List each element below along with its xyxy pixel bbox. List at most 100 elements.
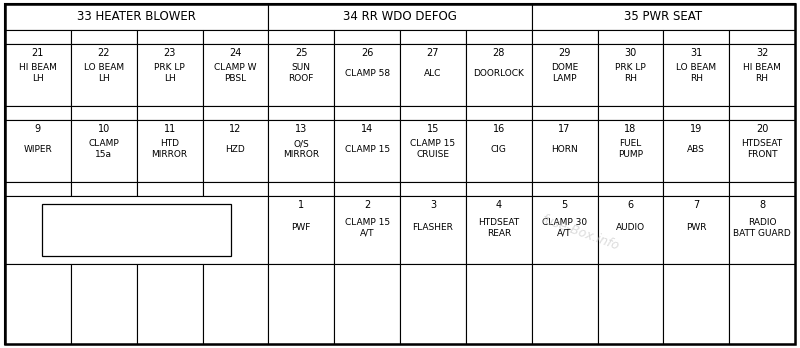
Bar	[598, 264, 663, 344]
Bar	[334, 44, 400, 106]
Bar	[268, 44, 334, 106]
Text: HTDSEAT
REAR: HTDSEAT REAR	[478, 218, 519, 238]
Bar	[466, 196, 532, 264]
Text: HTDSEAT
FRONT: HTDSEAT FRONT	[742, 139, 782, 159]
Text: 16: 16	[493, 124, 505, 134]
Bar	[400, 120, 466, 182]
Bar	[598, 120, 663, 182]
Text: PWR: PWR	[686, 223, 706, 232]
Bar	[729, 182, 795, 196]
Text: ABS: ABS	[687, 144, 705, 153]
Text: CLAMP 30
A/T: CLAMP 30 A/T	[542, 218, 587, 238]
Text: RADIO
BATT GUARD: RADIO BATT GUARD	[734, 218, 791, 238]
Text: 9: 9	[35, 124, 41, 134]
Text: CLAMP W
PBSL: CLAMP W PBSL	[214, 63, 257, 83]
Bar	[400, 106, 466, 120]
Text: FLASHER: FLASHER	[413, 223, 454, 232]
Bar	[137, 106, 202, 120]
Bar	[598, 30, 663, 44]
Bar	[729, 196, 795, 264]
Bar	[202, 44, 268, 106]
Text: DOME
LAMP: DOME LAMP	[551, 63, 578, 83]
Text: 24: 24	[230, 48, 242, 58]
Text: LO BEAM
LH: LO BEAM LH	[84, 63, 124, 83]
Bar	[71, 106, 137, 120]
Bar	[598, 44, 663, 106]
Bar	[466, 182, 532, 196]
Text: HZD: HZD	[226, 144, 246, 153]
Text: 3: 3	[430, 200, 436, 210]
Text: 12: 12	[230, 124, 242, 134]
Bar	[663, 106, 729, 120]
Bar	[202, 106, 268, 120]
Bar	[268, 120, 334, 182]
Text: LO BEAM
RH: LO BEAM RH	[676, 63, 716, 83]
Bar	[202, 120, 268, 182]
Bar	[729, 106, 795, 120]
Bar	[729, 264, 795, 344]
Text: 7: 7	[693, 200, 699, 210]
Bar	[268, 106, 334, 120]
Bar	[729, 120, 795, 182]
Text: 13: 13	[295, 124, 307, 134]
Bar	[334, 182, 400, 196]
Text: 5: 5	[562, 200, 568, 210]
Text: AUDIO: AUDIO	[616, 223, 645, 232]
Text: 23: 23	[163, 48, 176, 58]
Bar	[466, 30, 532, 44]
Text: CLAMP 15: CLAMP 15	[345, 144, 390, 153]
Text: 20: 20	[756, 124, 768, 134]
Bar	[5, 44, 71, 106]
Bar	[400, 182, 466, 196]
Text: 18: 18	[624, 124, 637, 134]
Text: 35 PWR SEAT: 35 PWR SEAT	[624, 10, 702, 24]
Bar	[202, 264, 268, 344]
Bar	[334, 196, 400, 264]
Text: 6: 6	[627, 200, 634, 210]
Bar	[532, 4, 795, 30]
Bar	[400, 264, 466, 344]
Text: WIPER: WIPER	[23, 144, 52, 153]
Text: HI BEAM
LH: HI BEAM LH	[19, 63, 57, 83]
Bar	[466, 106, 532, 120]
Text: HORN: HORN	[551, 144, 578, 153]
Text: CIG: CIG	[491, 144, 506, 153]
Text: 19: 19	[690, 124, 702, 134]
Text: 26: 26	[361, 48, 374, 58]
Text: fuse-Box.info: fuse-Box.info	[539, 213, 621, 253]
Text: CLAMP 15
A/T: CLAMP 15 A/T	[345, 218, 390, 238]
Text: O/S
MIRROR: O/S MIRROR	[283, 139, 319, 159]
Text: 31: 31	[690, 48, 702, 58]
Bar	[466, 264, 532, 344]
Bar	[598, 106, 663, 120]
Bar	[42, 204, 231, 256]
Text: CLAMP 58: CLAMP 58	[345, 69, 390, 78]
Bar	[334, 120, 400, 182]
Text: 27: 27	[426, 48, 439, 58]
Text: 1: 1	[298, 200, 304, 210]
Bar	[268, 264, 334, 344]
Text: 33 HEATER BLOWER: 33 HEATER BLOWER	[78, 10, 196, 24]
Text: 30: 30	[624, 48, 637, 58]
Bar	[137, 44, 202, 106]
Text: 32: 32	[756, 48, 768, 58]
Text: 4: 4	[496, 200, 502, 210]
Text: HI BEAM
RH: HI BEAM RH	[743, 63, 781, 83]
Text: 29: 29	[558, 48, 570, 58]
Bar	[334, 30, 400, 44]
Bar	[532, 182, 598, 196]
Bar	[400, 30, 466, 44]
Text: CLAMP
15a: CLAMP 15a	[88, 139, 119, 159]
Text: 28: 28	[493, 48, 505, 58]
Text: 14: 14	[361, 124, 374, 134]
Bar	[466, 120, 532, 182]
Bar	[663, 30, 729, 44]
Bar	[5, 264, 71, 344]
Bar	[400, 44, 466, 106]
Text: DOORLOCK: DOORLOCK	[474, 69, 524, 78]
Bar	[268, 4, 532, 30]
Text: 21: 21	[32, 48, 44, 58]
Bar	[5, 106, 71, 120]
Bar	[137, 182, 202, 196]
Bar	[598, 196, 663, 264]
